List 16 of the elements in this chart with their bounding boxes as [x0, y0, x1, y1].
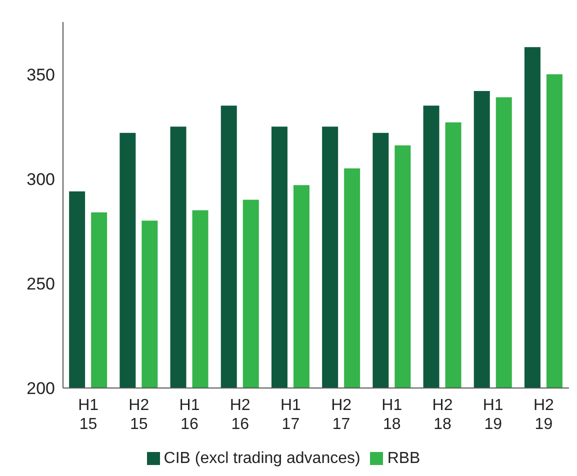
- x-tick-label: H1 18: [382, 397, 402, 433]
- x-tick-label: H2 19: [533, 397, 554, 433]
- x-tick-label: H2 15: [128, 397, 150, 433]
- y-tick-label: 200: [26, 379, 55, 398]
- x-tick-label: H2 17: [331, 397, 352, 433]
- x-tick-label: H2 16: [230, 397, 250, 433]
- y-tick-label: 300: [26, 170, 55, 189]
- y-tick-label: 250: [26, 274, 55, 294]
- y-tick-label: 350: [26, 65, 55, 84]
- x-tick-label: H1 15: [78, 397, 99, 433]
- x-tick-label: H1 17: [280, 397, 302, 433]
- x-tick-label: H1 19: [482, 397, 504, 433]
- x-tick-label: H2 18: [432, 397, 453, 433]
- x-tick-label: H1 16: [179, 397, 200, 433]
- legend-label: RBB: [387, 450, 420, 467]
- legend-label: CIB (excl trading advances): [164, 450, 360, 467]
